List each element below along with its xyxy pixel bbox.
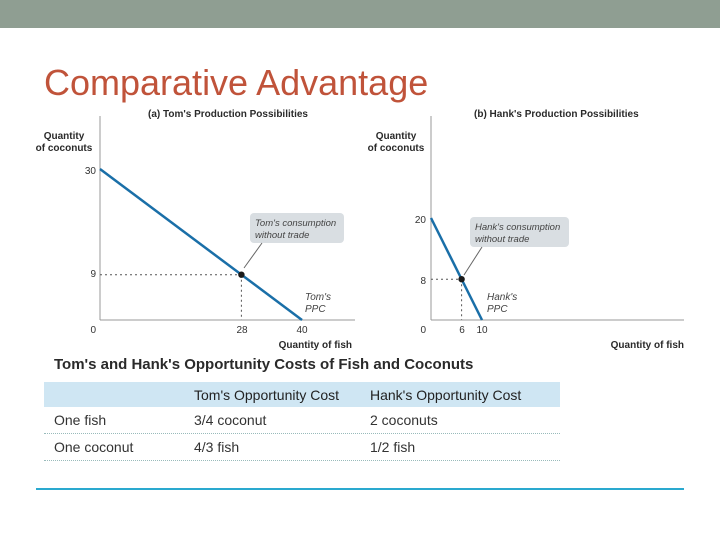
- table-cell: 3/4 coconut: [194, 412, 267, 428]
- annotation-callout: [470, 217, 569, 247]
- annotation-line2: without trade: [255, 230, 309, 241]
- row-label: One coconut: [54, 439, 134, 455]
- panel-b-hank: (b) Hank's Production Possibilities Quan…: [368, 109, 684, 351]
- x-tick-label: 28: [236, 325, 248, 336]
- opportunity-cost-table: Tom's and Hank's Opportunity Costs of Fi…: [44, 356, 560, 461]
- annotation-pointer: [243, 242, 263, 269]
- annotation-line2: without trade: [475, 234, 529, 245]
- bottom-rule: [36, 488, 684, 490]
- header-cell: Hank's Opportunity Cost: [370, 386, 522, 403]
- consumption-point: [238, 271, 245, 278]
- x-tick-label: 10: [476, 325, 488, 336]
- x-tick-label: 40: [296, 325, 308, 336]
- y-axis-label-line1: Quantity: [376, 131, 417, 142]
- row-label: One fish: [54, 412, 107, 428]
- series-label-line2: PPC: [487, 304, 508, 315]
- y-tick-label: 8: [420, 276, 426, 287]
- panel-a-tom: (a) Tom's Production Possibilities Quant…: [36, 109, 355, 351]
- ppc-charts: (a) Tom's Production Possibilities Quant…: [36, 109, 684, 351]
- ppc-line: [99, 167, 303, 322]
- table-header-row: Tom's Opportunity Cost Hank's Opportunit…: [44, 382, 560, 407]
- y-axis-label-line1: Quantity: [44, 131, 85, 142]
- y-tick-label: 20: [415, 215, 427, 226]
- top-bar: [0, 0, 720, 28]
- x-axis-label: Quantity of fish: [279, 340, 352, 351]
- series-label-line1: Tom's: [305, 292, 331, 303]
- x-tick-label: 6: [459, 325, 465, 336]
- series-label-line2: PPC: [305, 304, 326, 315]
- y-axis-label-line2: of coconuts: [368, 143, 425, 154]
- table-row: One fish 3/4 coconut 2 coconuts: [44, 407, 560, 434]
- annotation-line1: Hank's consumption: [475, 222, 560, 233]
- slide-title: Comparative Advantage: [44, 62, 429, 103]
- table-cell: 4/3 fish: [194, 439, 240, 455]
- table-cell: 2 coconuts: [370, 412, 438, 428]
- annotation-pointer: [463, 246, 483, 276]
- chart-title: (a) Tom's Production Possibilities: [148, 109, 308, 120]
- annotation-line1: Tom's consumption: [255, 218, 336, 229]
- table-row: One coconut 4/3 fish 1/2 fish: [44, 434, 560, 461]
- y-tick-label: 0: [90, 325, 96, 336]
- table-title: Tom's and Hank's Opportunity Costs of Fi…: [54, 356, 474, 373]
- y-axis-label-line2: of coconuts: [36, 143, 93, 154]
- ppc-line: [429, 217, 484, 321]
- chart-title: (b) Hank's Production Possibilities: [474, 109, 639, 120]
- chart-marks: [99, 167, 303, 322]
- y-tick-label: 30: [85, 166, 97, 177]
- chart-marks: [429, 217, 484, 321]
- table-cell: 1/2 fish: [370, 439, 416, 455]
- annotation-callout: [250, 213, 344, 243]
- x-axis-label: Quantity of fish: [611, 340, 684, 351]
- series-label-line1: Hank's: [487, 292, 517, 303]
- y-tick-label: 0: [420, 325, 426, 336]
- y-tick-label: 9: [90, 269, 96, 280]
- consumption-point: [458, 276, 465, 283]
- header-cell: Tom's Opportunity Cost: [194, 386, 340, 403]
